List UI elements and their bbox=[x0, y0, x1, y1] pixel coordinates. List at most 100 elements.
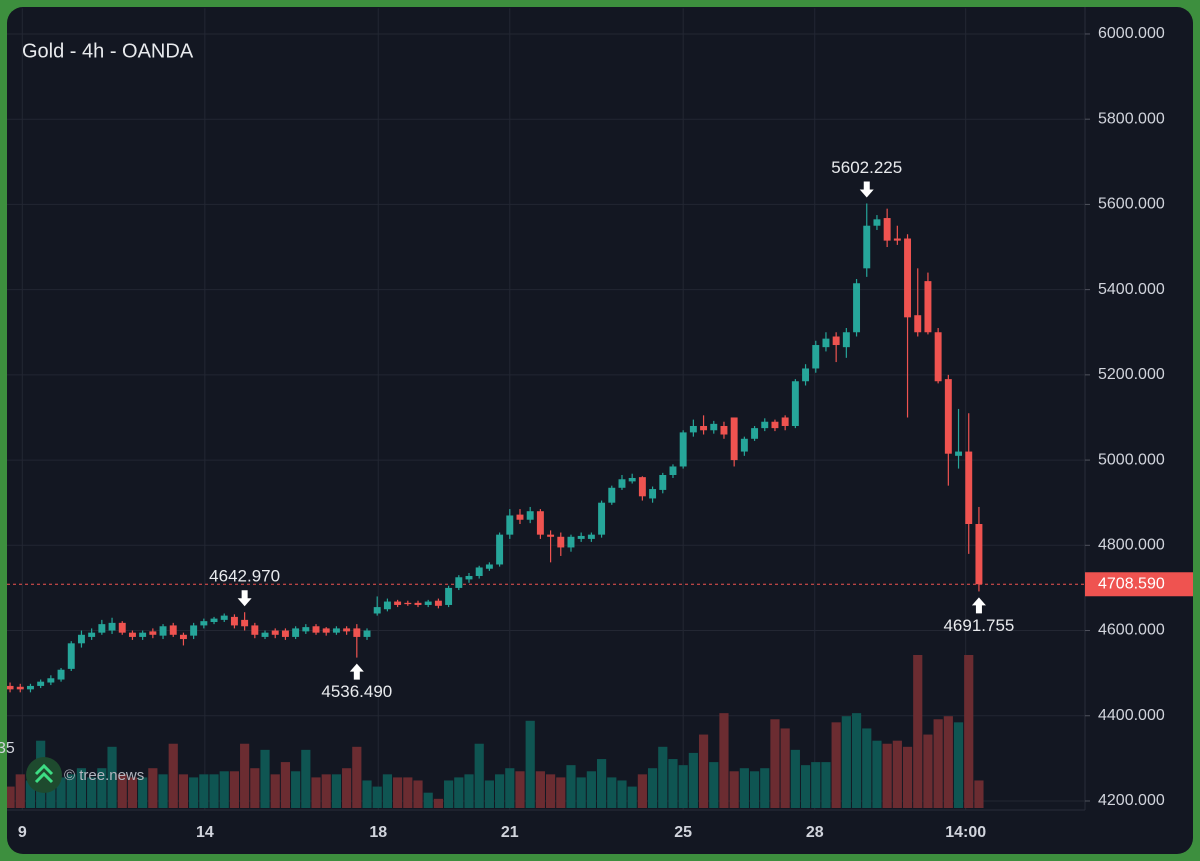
candle-body bbox=[7, 685, 14, 690]
volume-bar bbox=[25, 780, 36, 808]
volume-bar bbox=[974, 780, 984, 808]
volume-bar bbox=[331, 774, 342, 808]
candle-body bbox=[261, 632, 269, 637]
volume-bar bbox=[250, 768, 260, 808]
volume-bar bbox=[56, 777, 66, 808]
candle-body bbox=[822, 338, 830, 348]
candle-body bbox=[842, 332, 850, 348]
x-tick-label: 14:00 bbox=[945, 824, 986, 841]
candle-body bbox=[577, 535, 585, 539]
candle-body bbox=[373, 607, 381, 614]
candle-body bbox=[26, 685, 34, 690]
volume-bar bbox=[902, 746, 913, 808]
candle-body bbox=[465, 575, 473, 580]
candle-body bbox=[944, 379, 952, 454]
candle-body bbox=[883, 218, 891, 241]
grid bbox=[7, 8, 1085, 810]
volume-bar bbox=[709, 762, 719, 808]
volume-bar bbox=[403, 777, 413, 808]
watermark: © tree.news bbox=[64, 767, 144, 784]
candle-body bbox=[628, 477, 636, 482]
volume-bar bbox=[240, 743, 250, 808]
candle-body bbox=[710, 423, 718, 431]
candle-body bbox=[516, 514, 524, 520]
candle-body bbox=[853, 283, 861, 333]
volume-bar bbox=[321, 774, 331, 808]
volume-bar bbox=[138, 777, 148, 808]
candle-body bbox=[230, 616, 238, 626]
volume-bar bbox=[209, 774, 219, 808]
volume-bar bbox=[515, 771, 525, 808]
annotation-arrow bbox=[971, 597, 986, 614]
candle-body bbox=[955, 451, 963, 456]
x-tick-label: 18 bbox=[369, 824, 387, 841]
volume-bar bbox=[800, 765, 811, 808]
candle-body bbox=[689, 425, 697, 433]
candle-body bbox=[434, 600, 442, 606]
candle-body bbox=[547, 534, 555, 537]
annotation-label: 4642.970 bbox=[209, 567, 280, 586]
candle-body bbox=[506, 515, 514, 535]
last-price-label: 4708.590 bbox=[1098, 575, 1165, 592]
volume-bar bbox=[841, 716, 851, 808]
volume-bar bbox=[811, 762, 821, 808]
volume-bar bbox=[862, 728, 872, 808]
volume-bar bbox=[393, 777, 403, 808]
candle-body bbox=[77, 634, 85, 644]
volume-bar bbox=[66, 774, 76, 808]
candle-body bbox=[598, 502, 606, 535]
axes: 4200.000 4400.000 4600.000 4800.000 5000.000… bbox=[18, 25, 1193, 841]
candle-body bbox=[557, 536, 565, 548]
candle-body bbox=[353, 628, 361, 637]
candle-body bbox=[751, 428, 759, 439]
candle-body bbox=[587, 534, 595, 539]
volume-bar bbox=[831, 722, 841, 808]
volume-bar bbox=[780, 728, 790, 808]
y-tick-label: 4800.000 bbox=[1098, 537, 1165, 554]
volume-bar bbox=[260, 749, 270, 808]
volume-bar bbox=[525, 720, 535, 808]
candle-body bbox=[383, 601, 391, 610]
volume-bar bbox=[474, 743, 484, 808]
volume-bar bbox=[729, 771, 739, 808]
y-tick-label: 4400.000 bbox=[1098, 707, 1165, 724]
candle-body bbox=[679, 432, 687, 467]
candle-body bbox=[149, 631, 157, 635]
candle-body bbox=[485, 564, 493, 569]
volume-bar bbox=[382, 774, 392, 808]
volume-bar bbox=[342, 768, 352, 808]
volume-bar bbox=[627, 786, 637, 808]
candle-body bbox=[863, 225, 871, 269]
volume-label: 35 bbox=[0, 740, 15, 757]
volume-bar bbox=[454, 777, 464, 808]
candle-body bbox=[475, 567, 483, 576]
volume-bar bbox=[107, 746, 117, 808]
volume-bar bbox=[352, 746, 362, 808]
volume-bar bbox=[484, 780, 494, 808]
candle-body bbox=[57, 669, 65, 680]
last-price-box bbox=[1085, 572, 1193, 597]
candle-body bbox=[118, 622, 126, 633]
candle-body bbox=[220, 615, 228, 620]
volume-bar bbox=[546, 774, 556, 808]
volume-bar bbox=[586, 771, 596, 808]
candle-body bbox=[47, 678, 55, 683]
candle-body bbox=[88, 632, 96, 637]
volume-bar bbox=[892, 740, 902, 808]
volume-bar bbox=[535, 771, 545, 808]
volume-bar bbox=[158, 774, 168, 808]
volume-bar bbox=[219, 771, 229, 808]
volume-bar bbox=[658, 746, 668, 808]
candle-body bbox=[241, 619, 249, 627]
volume-bar bbox=[566, 765, 576, 808]
volume-bar bbox=[423, 792, 433, 808]
candle-body bbox=[812, 345, 820, 369]
volume-bar bbox=[576, 777, 586, 808]
volume-bar bbox=[678, 765, 688, 808]
candle-body bbox=[567, 536, 575, 548]
candle-body bbox=[128, 632, 136, 637]
candle-body bbox=[526, 511, 534, 520]
volume-bar bbox=[760, 768, 770, 808]
volume-bar bbox=[790, 749, 800, 808]
candle-body bbox=[159, 626, 167, 636]
